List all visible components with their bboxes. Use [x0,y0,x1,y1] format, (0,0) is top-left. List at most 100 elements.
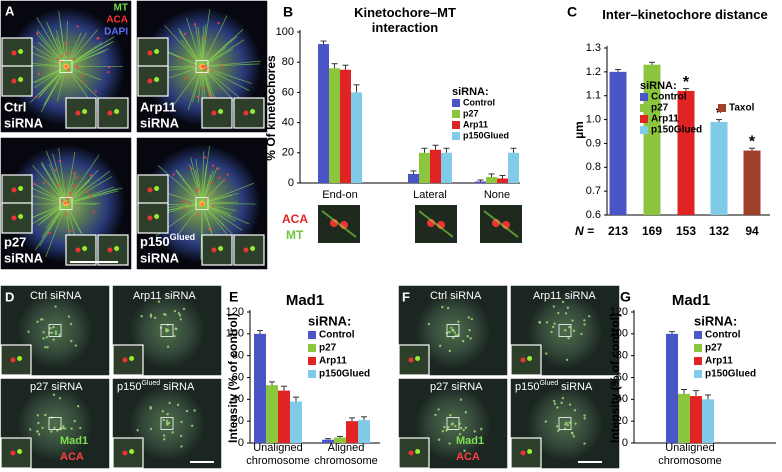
error-bar [477,179,484,182]
kinetochore [64,201,67,205]
kinetochore [165,329,168,332]
cell-label: siRNA [140,250,180,265]
inset-dot [415,449,421,454]
kinetochore [45,336,49,339]
inset [201,97,233,129]
inset [65,97,97,129]
zoom-box [446,324,460,337]
inset-dot [154,49,160,54]
error-bar [510,147,517,153]
legend-label: Arp11 [705,356,733,367]
microtubule [181,39,203,67]
kinetochore [185,409,189,413]
kinetochore [180,445,183,448]
inset [137,202,169,234]
x-tick-label-box: Unaligned chromosome [246,442,310,467]
y-tick-label: 0.7 [586,185,601,197]
kinetochore [572,329,576,333]
x-tick-label: 169 [642,224,662,238]
legend-swatch [640,126,648,134]
kinetochore [583,319,586,322]
kinetochore [75,176,78,179]
microtubule [200,203,203,260]
inset-dot [107,110,113,116]
cell-label-main: p150 [515,381,539,393]
microtubule [65,66,89,99]
legend-label: Arp11 [319,356,347,367]
kinetochore [196,95,199,99]
kinetochore [50,331,54,334]
kinetochore [163,438,166,441]
y-tick-label: 80 [232,350,244,362]
kinetochore [448,442,451,445]
bar [329,68,340,183]
microtubule [58,11,67,67]
kinetochore [166,412,169,416]
kinetochore [60,199,64,202]
error-bar [443,147,450,153]
inset [1,174,33,206]
kinetochore [183,32,187,36]
kinetochore [551,325,555,329]
error-bar [705,394,711,400]
inset-label: ACA [282,212,308,226]
x-tick-label: None [484,189,510,201]
inset-dot [154,77,160,82]
kinetochore [63,427,67,430]
microtubule [186,17,203,67]
y-tick-label: 1.0 [586,113,601,125]
kinetochore [204,65,207,68]
chart-title: Kinetochore–MT interaction [354,6,456,35]
kinetochore [211,164,215,167]
zoom-box [195,197,209,210]
microtubule [40,161,67,204]
y-tick-label: 100 [610,328,628,340]
legend-label: Arp11 [463,119,488,129]
inset-dot [11,187,17,193]
zoom-box [558,324,572,337]
kinetochore [37,433,41,436]
zoom-box [48,417,62,430]
zoom-box [48,324,62,337]
y-tick-label: 40 [232,393,244,405]
bar [340,69,351,183]
legend-label: Control [463,97,495,107]
legend-label: p150Glued [319,369,370,380]
bar [497,178,508,183]
kinetochore [555,425,559,428]
inset-dot [18,49,24,54]
microtubule [157,165,203,204]
kinetochore [544,420,548,423]
x-tick-label: Unaligned chromosome [246,442,310,467]
bar [486,176,497,183]
cell-label: siRNA [4,250,44,265]
x-tick-label: 94 [745,224,759,238]
kinetochore [54,305,57,308]
inset-dot [75,247,81,253]
error-bar [342,64,349,70]
kinetochore [70,339,73,343]
microtubule [168,203,203,206]
panel-letter: A [5,3,15,18]
kinetochore [162,418,165,422]
microtubule [45,150,67,204]
inset [97,97,129,129]
inset [0,344,32,376]
panel-letter: C [567,4,577,20]
microtubule [201,203,257,205]
zoom-box [446,417,460,430]
kinetochore [175,327,178,331]
annotation: * [683,74,690,91]
legend-swatch [308,331,316,339]
kinetochore [553,322,556,325]
kinetochore [446,306,450,310]
y-tick-label: 0.9 [586,137,601,149]
inset [112,344,144,376]
kinetochore [70,195,73,198]
microtubule [173,66,203,106]
x-tick-label: Unaligned chromosome [658,442,722,467]
inset-dot [527,449,533,454]
zoom-box [160,417,174,430]
kinetochore [466,334,469,338]
y-tick-label: 100 [276,26,294,38]
